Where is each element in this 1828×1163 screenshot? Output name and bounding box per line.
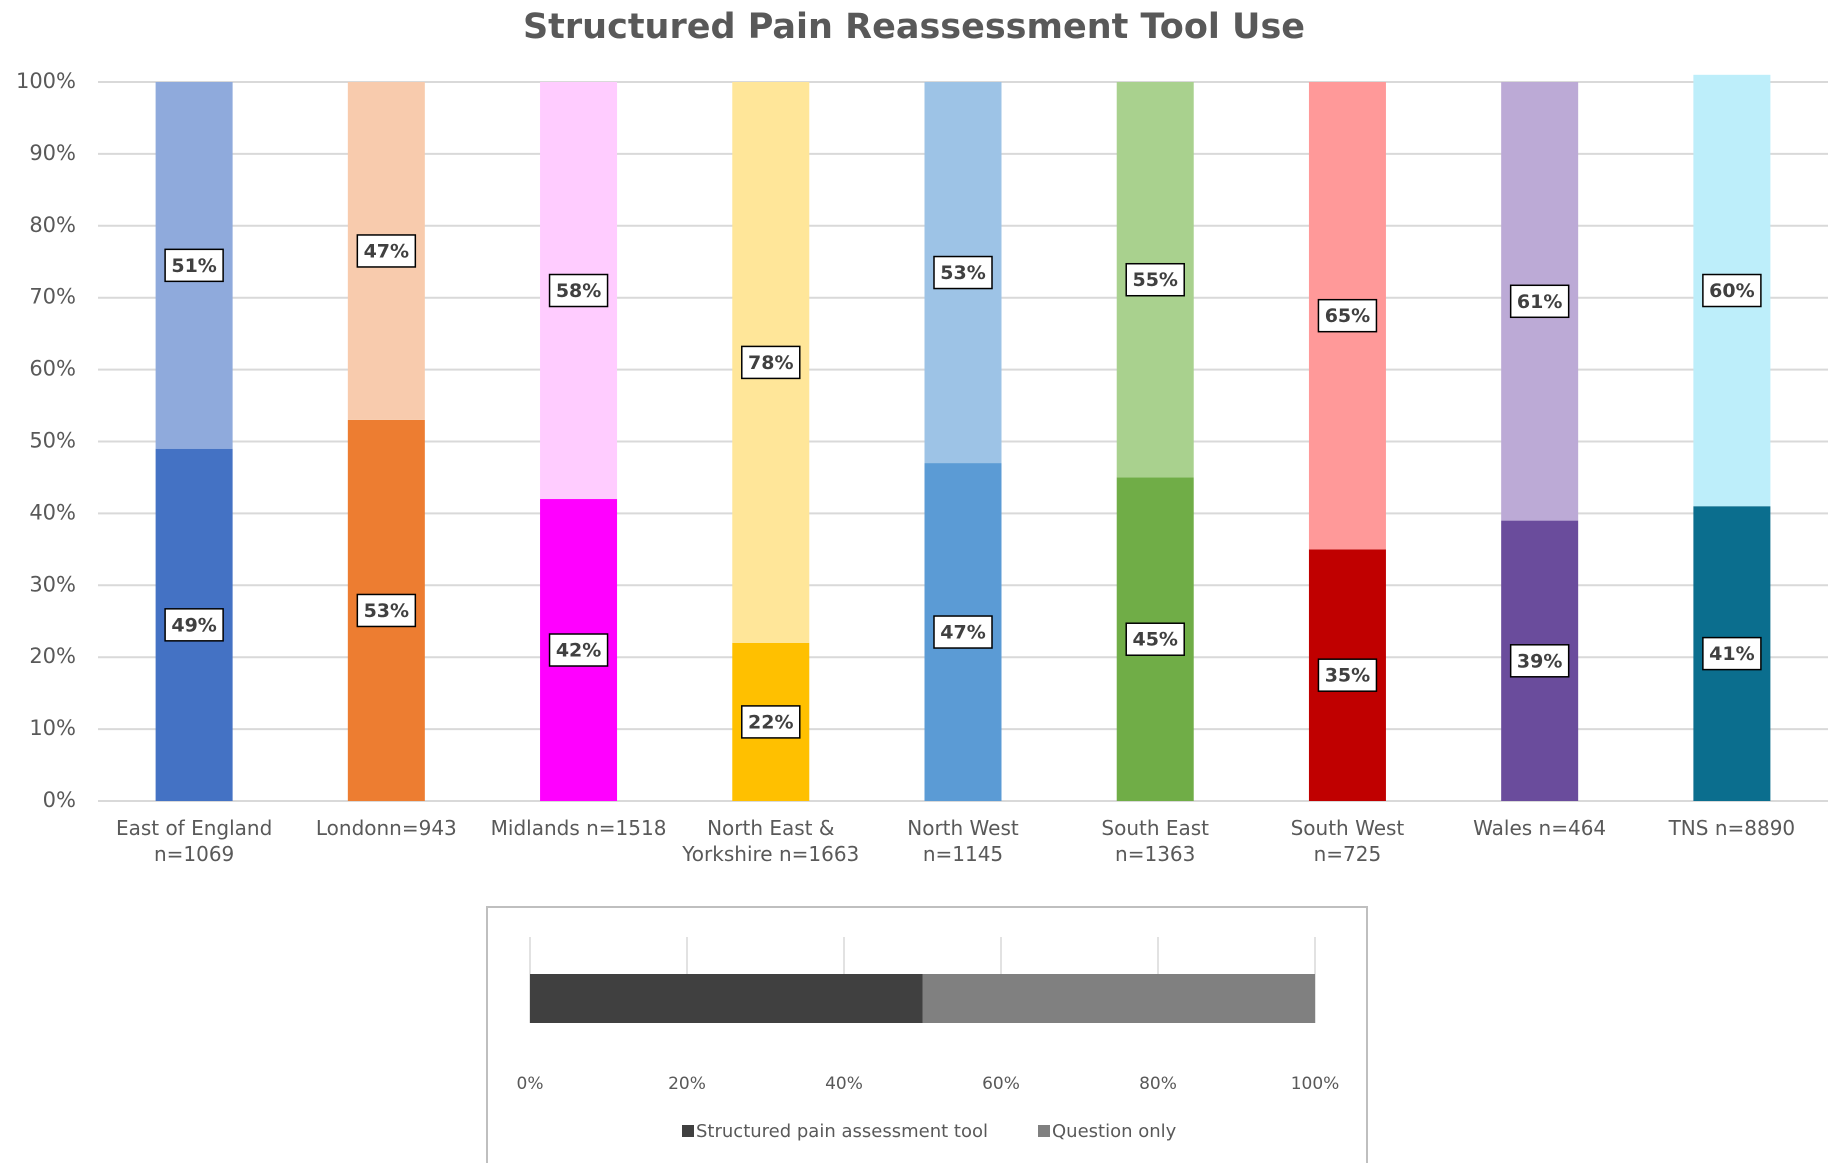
y-tick-label: 50%: [29, 429, 76, 453]
data-label: 51%: [171, 255, 216, 277]
data-label: 39%: [1517, 650, 1562, 672]
data-label-box: [164, 608, 224, 642]
legend-label: Question only: [1052, 1121, 1177, 1142]
x-tick-label: 80%: [1139, 1074, 1177, 1094]
y-tick-label: 60%: [29, 357, 76, 381]
data-label-box: [1317, 658, 1378, 692]
legend-label: Structured pain assessment tool: [696, 1121, 988, 1142]
y-tick-label: 40%: [29, 500, 76, 524]
data-label: 41%: [1709, 643, 1754, 665]
data-label-box: [1702, 636, 1762, 671]
data-label: 35%: [1325, 665, 1370, 687]
data-label-box: [741, 345, 801, 380]
bar-segment: [922, 974, 1315, 1023]
data-label: 53%: [364, 600, 409, 622]
y-tick-label: 0%: [43, 788, 76, 812]
data-label: 45%: [1132, 629, 1177, 651]
data-label: 65%: [1325, 305, 1370, 327]
x-tick-label: South West n=725: [1290, 816, 1405, 866]
chart-title: Structured Pain Reassessment Tool Use: [523, 7, 1305, 47]
data-label: 61%: [1517, 291, 1562, 313]
data-label: 78%: [748, 352, 793, 374]
data-label-box: [1509, 284, 1570, 319]
x-tick-label: North East & Yorkshire n=1663: [682, 816, 860, 866]
y-tick-label: 20%: [29, 644, 76, 668]
x-tick-label: Londonn=943: [315, 816, 457, 840]
y-tick-label: 70%: [29, 285, 76, 309]
x-tick-label: 100%: [1291, 1074, 1340, 1094]
data-label: 49%: [171, 614, 216, 636]
x-tick-label: 0%: [517, 1074, 544, 1094]
bar-segment: [530, 974, 923, 1023]
data-label-box: [356, 593, 417, 628]
legend-swatch: [1038, 1125, 1050, 1137]
data-label-box: [1317, 298, 1378, 333]
legend-box: [486, 906, 1368, 1163]
x-tick-label: 60%: [982, 1074, 1020, 1094]
data-label: 55%: [1132, 269, 1177, 291]
data-label: 58%: [556, 280, 601, 302]
data-label-box: [356, 234, 417, 268]
x-tick-label: 20%: [668, 1074, 706, 1094]
data-label: 60%: [1709, 280, 1754, 302]
x-tick-label: South East n=1363: [1101, 816, 1210, 866]
data-label-box: [741, 705, 801, 739]
x-tick-label: East of England n=1069: [115, 816, 273, 866]
data-label-box: [548, 273, 609, 308]
data-label-box: [1702, 273, 1762, 308]
data-label: 47%: [364, 240, 409, 262]
x-tick-label: 40%: [825, 1074, 863, 1094]
data-label-box: [933, 255, 993, 290]
data-label: 22%: [748, 711, 793, 733]
y-tick-label: 30%: [29, 572, 76, 596]
y-tick-label: 80%: [29, 213, 76, 237]
data-label-box: [933, 615, 993, 649]
x-tick-label: North West n=1145: [907, 816, 1019, 866]
data-label: 42%: [556, 640, 601, 662]
y-tick-label: 100%: [16, 69, 76, 93]
data-label-box: [164, 248, 224, 283]
x-tick-label: Midlands n=1518: [490, 816, 667, 840]
x-tick-label: TNS n=8890: [1668, 816, 1796, 840]
y-tick-label: 90%: [29, 141, 76, 165]
legend-swatch: [682, 1125, 694, 1137]
data-label-box: [1125, 622, 1185, 656]
data-label-box: [1509, 644, 1570, 678]
data-label-box: [548, 633, 609, 667]
data-label: 53%: [940, 262, 985, 284]
data-label: 47%: [940, 622, 985, 644]
data-label-box: [1125, 262, 1185, 297]
x-tick-label: Wales n=464: [1473, 816, 1607, 840]
y-tick-label: 10%: [29, 716, 76, 740]
